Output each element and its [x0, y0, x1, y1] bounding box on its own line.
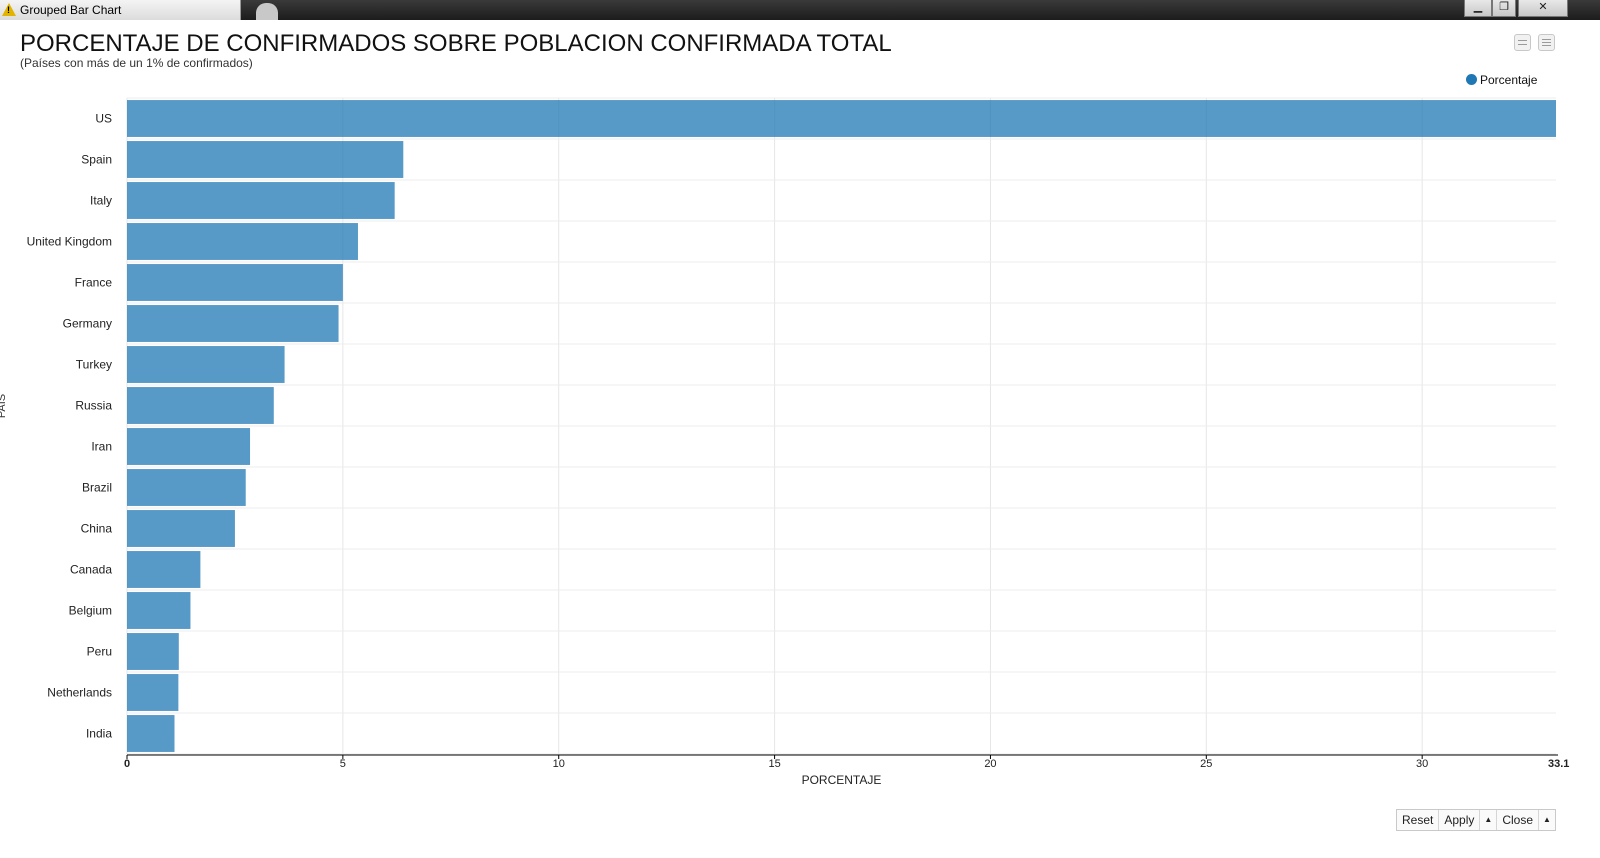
- category-label: Russia: [75, 399, 112, 413]
- category-label: Netherlands: [47, 686, 112, 700]
- category-label: Iran: [91, 440, 112, 454]
- category-label: US: [95, 112, 112, 126]
- warning-icon: !: [2, 3, 16, 16]
- category-label: Belgium: [69, 604, 112, 618]
- bar[interactable]: [127, 592, 191, 629]
- grid-lines: [126, 97, 1556, 755]
- category-label: Spain: [81, 153, 112, 167]
- x-tick-label: 5: [340, 758, 346, 770]
- window-titlebar: ! Grouped Bar Chart ▁ ❐ ✕: [0, 0, 1600, 20]
- minimize-icon[interactable]: ▁: [1464, 0, 1492, 17]
- category-label: Brazil: [82, 481, 112, 495]
- category-label: Italy: [90, 194, 112, 208]
- close-button[interactable]: Close: [1497, 810, 1539, 830]
- bar[interactable]: [127, 387, 274, 424]
- apply-button[interactable]: Apply: [1439, 810, 1481, 830]
- x-axis-label: PORCENTAJE: [802, 773, 882, 787]
- bar-chart: US Spain Italy United Kingdom France Germany T…: [27, 97, 1569, 787]
- category-label: Peru: [87, 645, 112, 659]
- bar[interactable]: [127, 100, 1556, 137]
- x-tick-label: 0: [124, 758, 130, 770]
- x-axis: 0 5 10 15 20 25 30 33.1 PORCENTAJE: [124, 754, 1569, 787]
- bar[interactable]: [127, 141, 404, 178]
- close-dropdown-icon[interactable]: ▲: [1539, 810, 1555, 830]
- close-icon[interactable]: ✕: [1518, 0, 1568, 17]
- ghost-tab: [256, 3, 278, 20]
- bar[interactable]: [127, 305, 339, 342]
- bar[interactable]: [127, 510, 235, 547]
- legend-label: Porcentaje: [1480, 73, 1538, 87]
- x-tick-label: 20: [984, 758, 996, 770]
- reset-button[interactable]: Reset: [1397, 810, 1440, 830]
- bar[interactable]: [127, 469, 246, 506]
- chart-title: PORCENTAJE DE CONFIRMADOS SOBRE POBLACIO…: [20, 30, 892, 57]
- category-label: Turkey: [76, 358, 112, 372]
- category-label: Germany: [63, 317, 112, 331]
- apply-dropdown-icon[interactable]: ▲: [1480, 810, 1498, 830]
- x-tick-label: 30: [1416, 758, 1428, 770]
- bar[interactable]: [127, 551, 201, 588]
- window-tab[interactable]: ! Grouped Bar Chart: [0, 0, 241, 20]
- bar[interactable]: [127, 223, 358, 260]
- bar[interactable]: [127, 346, 285, 383]
- window-title: Grouped Bar Chart: [20, 3, 122, 17]
- bars: [127, 100, 1556, 752]
- legend-swatch: [1466, 74, 1477, 85]
- menu-icon[interactable]: [1538, 34, 1555, 51]
- bar[interactable]: [127, 715, 175, 752]
- category-label: China: [81, 522, 113, 536]
- x-tick-label-end: 33.1: [1548, 758, 1569, 770]
- legend[interactable]: Porcentaje: [1466, 73, 1537, 87]
- chart-subtitle: (Países con más de un 1% de confirmados): [20, 56, 253, 70]
- restore-icon[interactable]: ❐: [1492, 0, 1516, 17]
- footer-buttons: Reset Apply ▲ Close ▲: [1396, 809, 1556, 831]
- bar[interactable]: [127, 674, 179, 711]
- bar[interactable]: [127, 182, 395, 219]
- x-tick-label: 25: [1200, 758, 1212, 770]
- bar[interactable]: [127, 633, 179, 670]
- x-tick-label: 10: [553, 758, 565, 770]
- zoom-reset-icon[interactable]: [1514, 34, 1531, 51]
- category-label: Canada: [70, 563, 112, 577]
- category-label: India: [86, 727, 112, 741]
- category-label: United Kingdom: [27, 235, 112, 249]
- category-label: France: [75, 276, 113, 290]
- bar[interactable]: [127, 428, 251, 465]
- category-labels: US Spain Italy United Kingdom France Germany T…: [27, 112, 113, 741]
- bar[interactable]: [127, 264, 343, 301]
- x-tick-label: 15: [768, 758, 780, 770]
